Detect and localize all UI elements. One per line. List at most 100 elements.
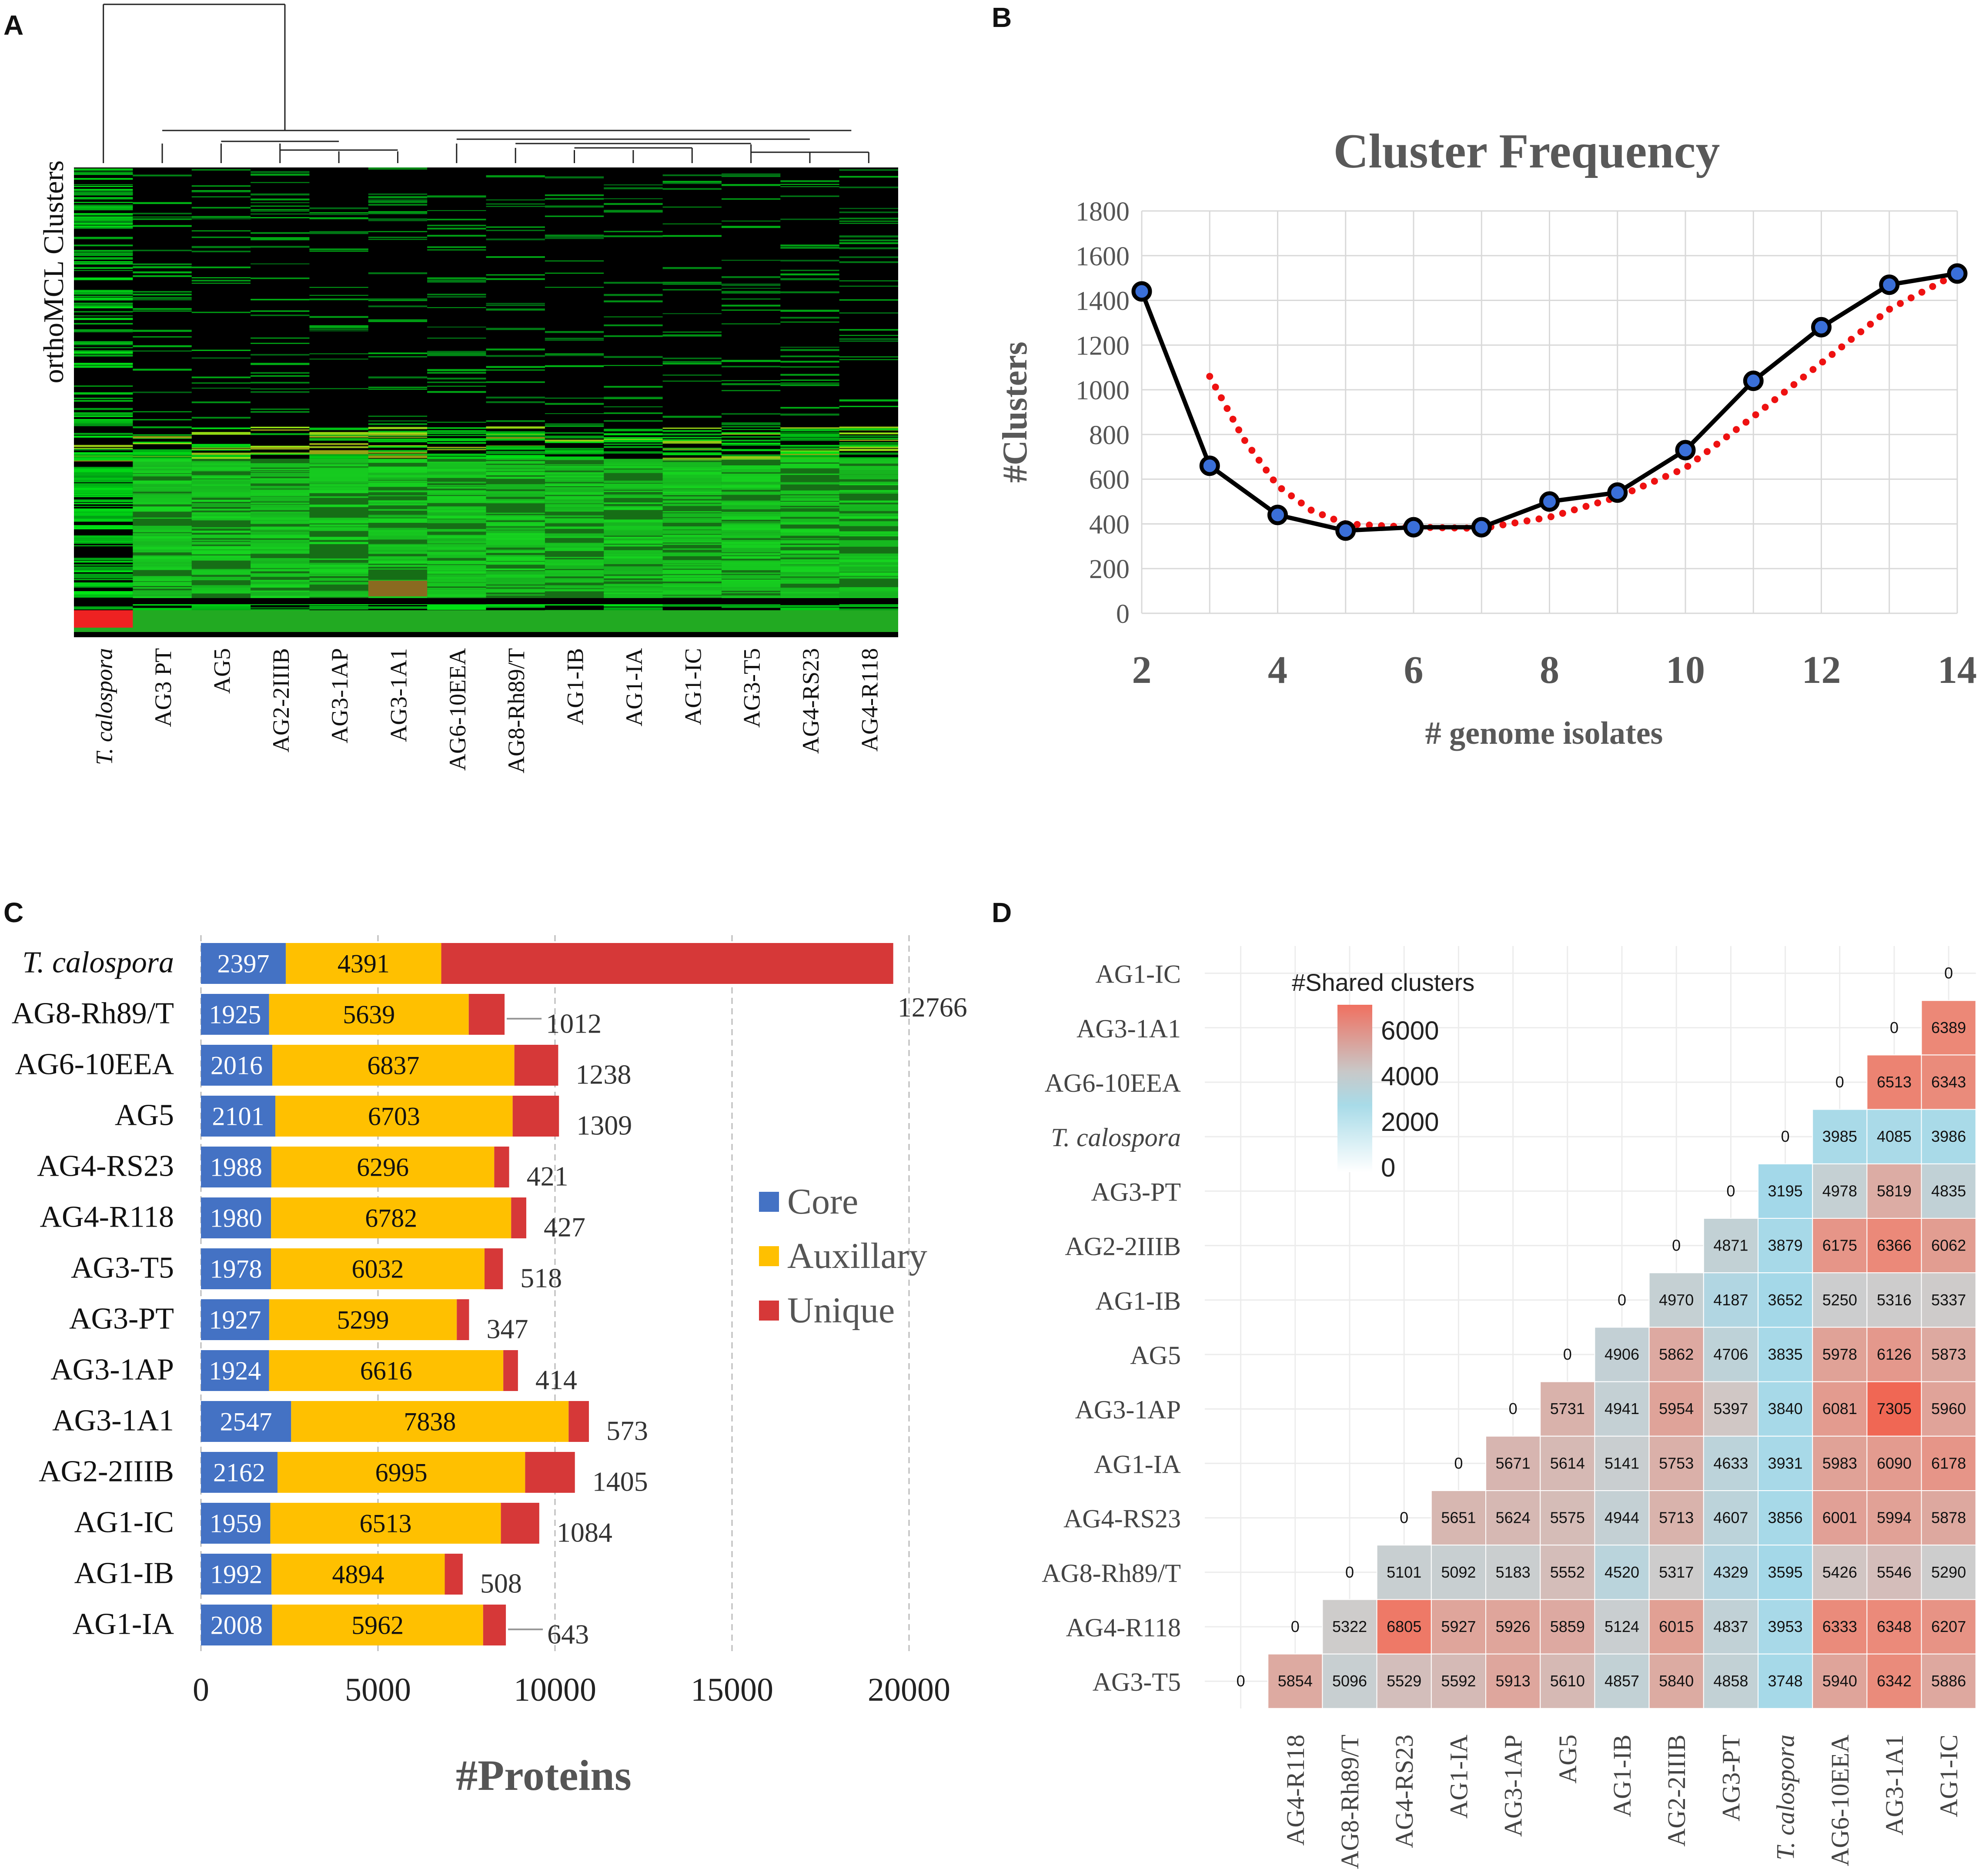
cell-value-ag2-2iiib-4: 6366 <box>1877 1237 1912 1254</box>
legend-swatch-core <box>759 1192 779 1212</box>
bar-unique-ag3-pt <box>457 1299 469 1340</box>
heatmap-stripe <box>368 606 428 609</box>
heatmap-stripe <box>780 218 839 220</box>
cell-value-ag1-ia-2: 5614 <box>1550 1454 1585 1472</box>
heatmap-stripe <box>74 435 133 438</box>
heatmap-stripe <box>780 361 839 363</box>
y-tick-label: 1000 <box>1076 376 1130 405</box>
heatmap-stripe <box>133 330 192 332</box>
cell-value-ag3-1ap-7: 7305 <box>1877 1400 1912 1418</box>
cell-value-ag1-ia-4: 5753 <box>1659 1454 1694 1472</box>
heatmap-stripe <box>839 435 898 437</box>
heatmap-stripe <box>191 603 251 606</box>
data-label-auxillary-ag6-10eea: 6837 <box>367 1051 419 1080</box>
bar-unique-ag5 <box>512 1096 559 1137</box>
heatmap-stripe <box>662 605 722 607</box>
heatmap-stripe <box>604 433 663 435</box>
cell-value-ag4-r118-9: 3953 <box>1768 1618 1803 1635</box>
heatmap-stripe <box>191 349 251 351</box>
cell-value-ag3-pt-4: 4835 <box>1931 1182 1966 1200</box>
row-label-ag3-t5: AG3-T5 <box>1093 1668 1181 1696</box>
category-label-ag1-ia: AG1-IA <box>73 1608 174 1641</box>
heatmap-stripe <box>74 221 133 223</box>
heatmap-stripe <box>662 282 722 284</box>
heatmap-stripe <box>721 390 781 391</box>
data-point-13 <box>1879 274 1900 295</box>
heatmap-stripe <box>427 435 486 436</box>
heatmap-stripe <box>133 426 192 428</box>
heatmap-stripe <box>604 356 663 358</box>
cell-ag3-t5-8 <box>1648 1653 1704 1709</box>
series-trend-line <box>1206 270 1961 532</box>
data-label-unique-ag3-1a1: 573 <box>606 1415 648 1446</box>
y-tick-label: 1600 <box>1076 242 1130 271</box>
heatmap-stripe <box>427 210 486 211</box>
cell-ag4-r118-12 <box>1921 1599 1976 1655</box>
heatmap-dense-block <box>368 458 428 600</box>
cell-value-ag4-r118-2: 6805 <box>1387 1618 1421 1635</box>
heatmap-stripe <box>191 266 251 268</box>
bar-unique-ag1-ic <box>501 1503 539 1544</box>
heatmap-stripe <box>427 427 486 429</box>
heatmap-stripe <box>133 434 192 436</box>
heatmap-stripe <box>368 319 428 321</box>
heatmap-stripe <box>721 432 781 435</box>
row-label-ag4-r118: AG4-R118 <box>1066 1613 1181 1642</box>
heatmap-stripe <box>74 315 133 317</box>
heatmap-stripe <box>427 442 486 444</box>
heatmap-stripe <box>133 202 192 204</box>
data-label-unique-ag1-ic: 1084 <box>557 1517 612 1548</box>
cell-value-ag4-rs23-5: 5713 <box>1659 1509 1694 1527</box>
heatmap-stripe <box>604 187 663 190</box>
cell-value-ag3-pt-2: 4978 <box>1822 1182 1857 1200</box>
heatmap-stripe <box>368 432 428 435</box>
cell-value-ag1-ia-3: 5141 <box>1605 1454 1639 1472</box>
heatmap-stripe <box>486 328 545 330</box>
legend-swatch-auxillary <box>759 1246 779 1266</box>
heatmap-stripe <box>780 321 839 323</box>
heatmap-stripe <box>604 210 663 212</box>
data-label-core-ag4-r118: 1980 <box>210 1204 262 1233</box>
data-point-11 <box>1743 371 1764 391</box>
heatmap-stripe <box>486 605 545 607</box>
heatmap-stripe <box>839 256 898 258</box>
heatmap-stripe <box>721 380 781 381</box>
heatmap-stripe <box>427 218 486 221</box>
heatmap-stripe <box>368 237 428 238</box>
category-label-ag4-rs23: AG4-RS23 <box>37 1150 174 1183</box>
bar-auxillary-ag3-1a1 <box>291 1401 569 1442</box>
data-label-unique-ag3-pt: 347 <box>486 1313 528 1344</box>
heatmap-stripe <box>839 603 898 607</box>
data-label-unique-ag2-2iiib: 1405 <box>592 1466 648 1497</box>
category-label-ag2-2iiib: AG2-2IIIB <box>39 1455 174 1488</box>
heatmap-stripe <box>604 231 663 232</box>
heatmap-stripe <box>74 292 133 294</box>
cell-ag4-r118-11 <box>1866 1599 1922 1655</box>
heatmap-stripe <box>74 213 133 215</box>
category-label-ag3-t5: AG3-T5 <box>71 1251 174 1285</box>
x-tick-label: 15000 <box>691 1672 773 1708</box>
cell-value-t-calospora-1: 3985 <box>1822 1127 1857 1145</box>
heatmap-stripe <box>74 216 133 218</box>
data-label-unique-ag1-ia: 643 <box>547 1619 589 1649</box>
heatmap-stripe <box>839 261 898 263</box>
heatmap-stripe <box>839 426 898 428</box>
heatmap-stripe <box>780 317 839 319</box>
heatmap-stripe <box>309 428 368 430</box>
cell-value-ag3-t5-12: 6342 <box>1877 1672 1912 1690</box>
heatmap-stripe <box>74 270 133 271</box>
bar-core-ag3-1ap <box>201 1350 269 1391</box>
heatmap-stripe <box>839 242 898 244</box>
data-point-12 <box>1811 317 1832 338</box>
heatmap-stripe <box>721 175 781 177</box>
bar-unique-ag1-ia <box>483 1605 506 1645</box>
heatmap-column-label-ag2-2iiib: AG2-2IIIB <box>268 648 294 752</box>
cell-ag5-2 <box>1648 1327 1704 1382</box>
heatmap-stripe <box>74 191 133 194</box>
heatmap-stripe <box>74 512 133 516</box>
heatmap-stripe <box>74 189 133 191</box>
heatmap-stripe <box>309 358 368 360</box>
heatmap-stripe <box>191 388 251 389</box>
heatmap-stripe <box>133 263 192 265</box>
cell-value-ag3-1ap-3: 5954 <box>1659 1400 1694 1418</box>
